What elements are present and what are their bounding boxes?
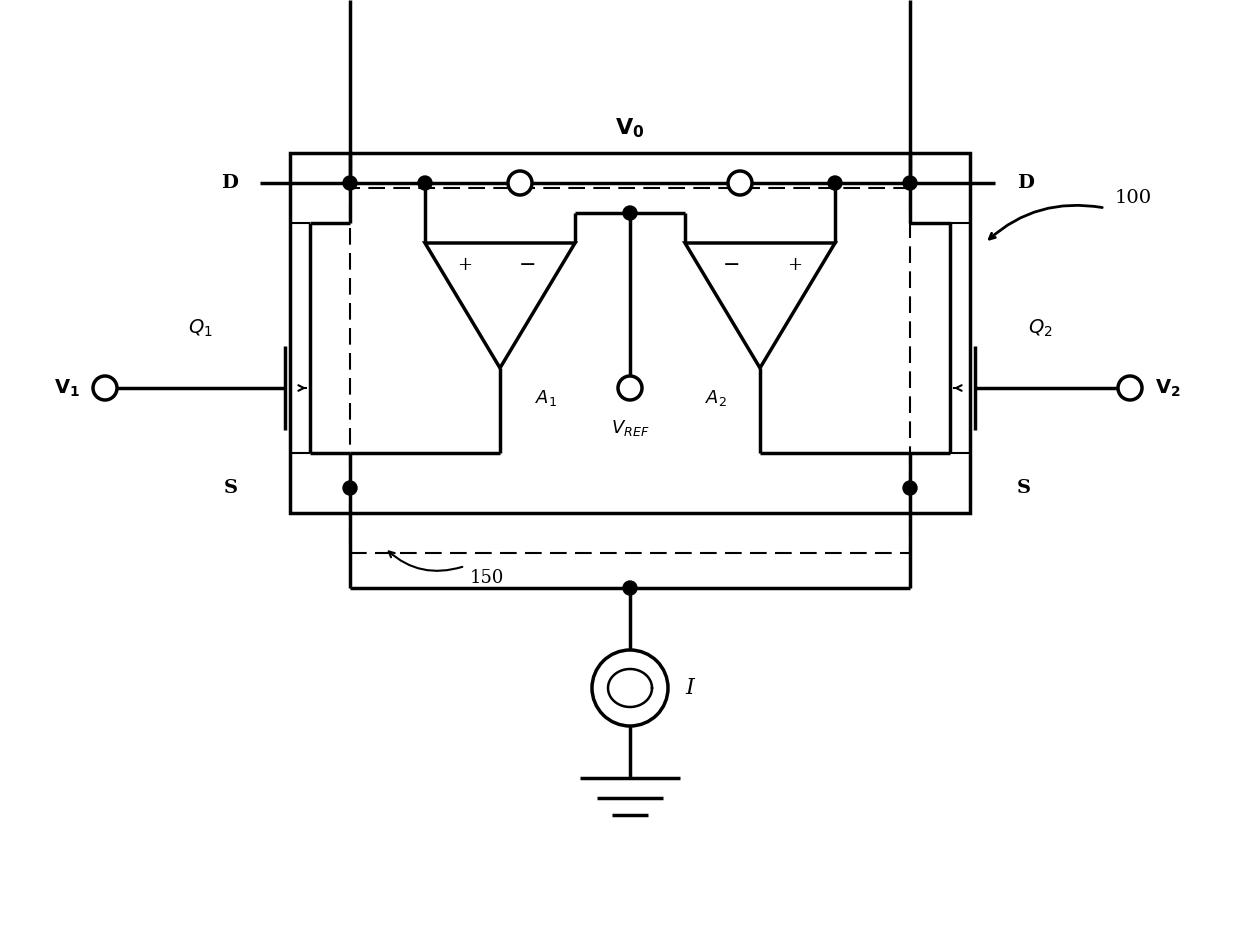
Bar <box>350 188 910 553</box>
Text: −: − <box>520 256 537 274</box>
Text: S: S <box>224 479 238 497</box>
Circle shape <box>618 376 642 400</box>
Circle shape <box>903 481 918 495</box>
Text: $Q_2$: $Q_2$ <box>1028 318 1053 339</box>
Text: $V_{REF}$: $V_{REF}$ <box>611 418 650 438</box>
Circle shape <box>728 171 751 195</box>
Circle shape <box>622 581 637 595</box>
Circle shape <box>508 171 532 195</box>
Text: D: D <box>221 174 238 192</box>
Bar <box>290 153 970 513</box>
Text: +: + <box>787 256 802 274</box>
Circle shape <box>591 650 668 726</box>
Text: $\mathbf{V_2}$: $\mathbf{V_2}$ <box>1154 377 1180 399</box>
Text: S: S <box>1017 479 1030 497</box>
Text: $\mathbf{V_1}$: $\mathbf{V_1}$ <box>55 377 81 399</box>
Text: $Q_1$: $Q_1$ <box>187 318 212 339</box>
Circle shape <box>828 176 842 190</box>
Circle shape <box>622 206 637 220</box>
Text: $A_2$: $A_2$ <box>706 388 727 408</box>
Circle shape <box>343 176 357 190</box>
Circle shape <box>903 176 918 190</box>
Text: +: + <box>458 256 472 274</box>
Circle shape <box>93 376 117 400</box>
Text: D: D <box>1017 174 1034 192</box>
Circle shape <box>418 176 432 190</box>
Text: $\mathbf{V_0}$: $\mathbf{V_0}$ <box>615 116 645 140</box>
Text: −: − <box>723 256 740 274</box>
Text: I: I <box>684 677 693 699</box>
Circle shape <box>1118 376 1142 400</box>
Text: 150: 150 <box>470 569 505 587</box>
Text: 100: 100 <box>1115 189 1152 207</box>
Circle shape <box>343 481 357 495</box>
Text: $A_1$: $A_1$ <box>534 388 557 408</box>
